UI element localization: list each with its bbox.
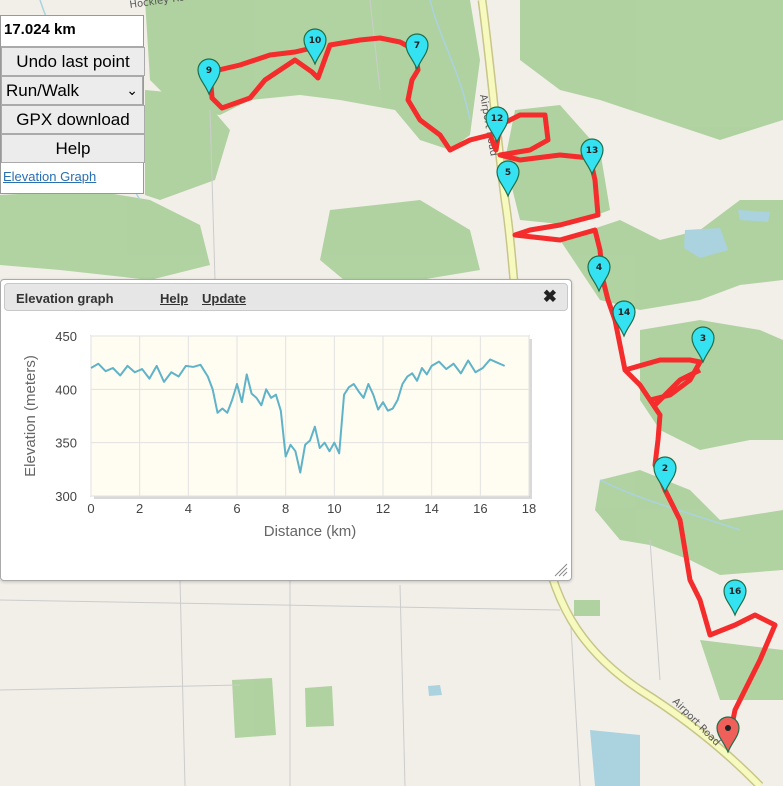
resize-grip-icon[interactable] [554,563,568,577]
marker-label: 10 [309,36,322,46]
elevation-chart: 0 2 4 6 8 10 12 14 16 18 300 350 400 450 Distance (km)… [22,329,536,540]
x-tick-label: 18 [522,501,536,516]
activity-mode-select[interactable]: Run/Walk ⌄ [1,76,143,105]
route-path[interactable] [209,35,778,738]
y-axis-label: Elevation (meters) [22,355,39,477]
dialog-update-link[interactable]: Update [202,291,247,306]
x-tick-label: 12 [376,501,390,516]
marker-13[interactable]: 13 [580,138,604,176]
marker-5[interactable]: 5 [496,160,520,198]
x-tick-label: 8 [282,501,289,516]
marker-10[interactable]: 10 [303,28,327,66]
route-control-panel: 17.024 km Undo last point Run/Walk ⌄ GPX… [0,15,145,194]
marker-label: 4 [596,263,602,273]
x-tick-label: 0 [87,501,94,516]
marker-4[interactable]: 4 [587,255,611,293]
activity-mode-value: Run/Walk [6,80,80,100]
marker-2[interactable]: 2 [653,456,677,494]
marker-label: 16 [729,587,742,597]
x-tick-label: 10 [327,501,341,516]
end-marker-icon[interactable] [716,716,740,754]
x-tick-label: 14 [424,501,438,516]
x-tick-label: 6 [233,501,240,516]
marker-label: 14 [618,308,631,318]
marker-label: 9 [206,66,212,76]
undo-last-point-button[interactable]: Undo last point [1,47,145,76]
route-distance: 17.024 km [1,16,143,47]
dialog-title: Elevation graph [16,291,114,306]
x-tick-label: 4 [185,501,192,516]
y-tick-label: 300 [55,489,77,504]
marker-9[interactable]: 9 [197,58,221,96]
marker-label: 5 [505,168,511,178]
marker-3[interactable]: 3 [691,326,715,364]
x-tick-label: 2 [136,501,143,516]
marker-label: 13 [586,146,599,156]
gpx-download-button[interactable]: GPX download [1,105,145,134]
elevation-dialog: Elevation graph Help Update ✖ 0 2 4 6 8 10 12 1… [0,279,572,581]
marker-14[interactable]: 14 [612,300,636,338]
dialog-help-link[interactable]: Help [160,291,189,306]
help-button[interactable]: Help [1,134,145,163]
marker-label: 12 [491,114,504,124]
y-tick-label: 400 [55,382,77,397]
marker-7[interactable]: 7 [405,33,429,71]
elevation-graph-link[interactable]: Elevation Graph [3,169,97,184]
field-boundaries [0,0,661,786]
route-markers[interactable]: 10 7 9 12 13 5 4 14 3 2 16 [197,28,747,754]
marker-label: 7 [414,41,420,51]
marker-12[interactable]: 12 [485,106,509,144]
water-areas [428,210,770,786]
marker-label: 2 [662,464,668,474]
x-tick-label: 16 [473,501,487,516]
elevation-line [90,358,506,474]
chevron-down-icon: ⌄ [126,82,138,98]
road-label-hockley: Hockley Road [129,0,198,11]
x-axis-label: Distance (km) [264,523,357,540]
close-icon[interactable]: ✖ [542,287,557,306]
marker-label: 3 [700,334,706,344]
y-tick-label: 450 [55,329,77,344]
y-tick-label: 350 [55,436,77,451]
dialog-header[interactable]: Elevation graph Help Update ✖ [4,283,568,311]
marker-16[interactable]: 16 [723,579,747,617]
plot-area [90,335,530,497]
